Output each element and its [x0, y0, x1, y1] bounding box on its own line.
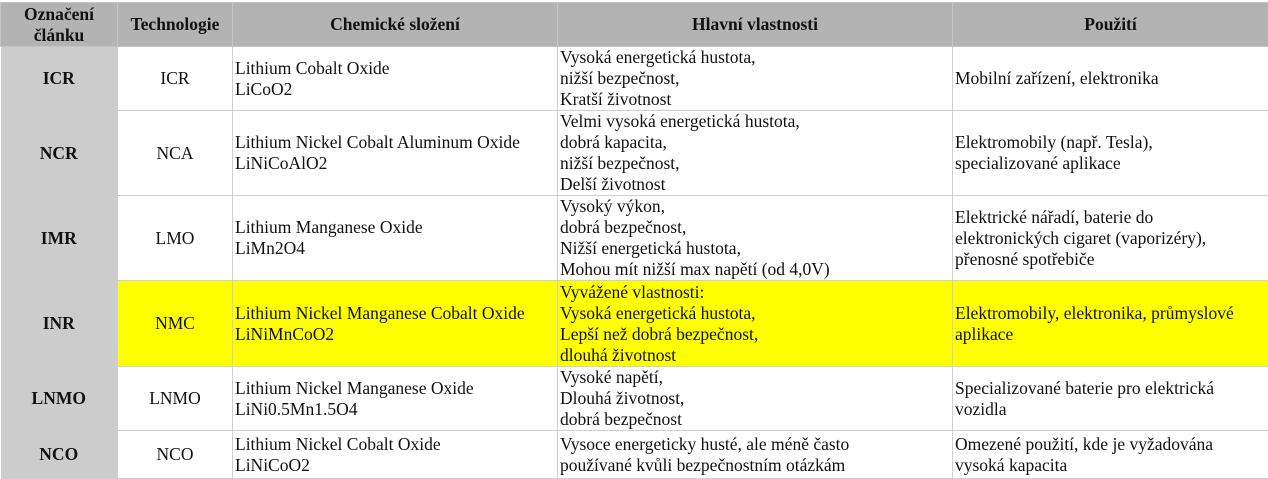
cell-line: Lithium Nickel Manganese Oxide: [235, 378, 555, 399]
cell-line: specializované aplikace: [955, 153, 1266, 174]
header-row: Označení článku Technologie Chemické slo…: [1, 3, 1268, 47]
cell-line: aplikace: [955, 324, 1266, 345]
cell-line: Lithium Nickel Cobalt Aluminum Oxide: [235, 132, 555, 153]
cell-line: nižší bezpečnost,: [560, 153, 950, 174]
cell-designation[interactable]: ICR: [1, 47, 118, 111]
cell-line: Lepší než dobrá bezpečnost,: [560, 324, 950, 345]
cell-line: Omezené použití, kde je vyžadována: [955, 434, 1266, 455]
cell-technology[interactable]: NMC: [118, 281, 233, 367]
cell-properties[interactable]: Vyvážené vlastnosti:Vysoká energetická h…: [558, 281, 953, 367]
cell-properties[interactable]: Vysoce energeticky husté, ale méně často…: [558, 431, 953, 479]
cell-line: Kratší životnost: [560, 89, 950, 110]
cell-line: Vysoká energetická hustota,: [560, 47, 950, 68]
cell-designation[interactable]: NCR: [1, 111, 118, 196]
cell-line: LiNiCoO2: [235, 455, 555, 476]
cell-line: Vyvážené vlastnosti:: [560, 282, 950, 303]
cell-designation[interactable]: IMR: [1, 196, 118, 281]
header-cell-properties: Hlavní vlastnosti: [558, 3, 953, 47]
cell-designation[interactable]: INR: [1, 281, 118, 367]
cell-line: Mohou mít nižší max napětí (od 4,0V): [560, 259, 950, 280]
header-cell-designation: Označení článku: [1, 3, 118, 47]
cell-line: Lithium Cobalt Oxide: [235, 58, 555, 79]
cell-properties[interactable]: Velmi vysoká energetická hustota,dobrá k…: [558, 111, 953, 196]
cell-line: LiNiMnCoO2: [235, 324, 555, 345]
cell-technology[interactable]: NCA: [118, 111, 233, 196]
cell-line: dobrá bezpečnost,: [560, 217, 950, 238]
cell-line: LiMn2O4: [235, 238, 555, 259]
cell-line: Mobilní zařízení, elektronika: [955, 68, 1266, 89]
cell-line: vozidla: [955, 399, 1266, 420]
cell-line: používané kvůli bezpečnostním otázkám: [560, 455, 950, 476]
cell-line: Elektromobily, elektronika, průmyslové: [955, 303, 1266, 324]
cell-technology[interactable]: NCO: [118, 431, 233, 479]
cell-usage[interactable]: Mobilní zařízení, elektronika: [953, 47, 1268, 111]
cell-properties[interactable]: Vysoká energetická hustota,nižší bezpečn…: [558, 47, 953, 111]
cell-line: dobrá bezpečnost: [560, 409, 950, 430]
cell-line: Dlouhá životnost,: [560, 388, 950, 409]
cell-line: Lithium Nickel Cobalt Oxide: [235, 434, 555, 455]
cell-line: Vysoká energetická hustota,: [560, 303, 950, 324]
header-cell-technology: Technologie: [118, 3, 233, 47]
cell-properties[interactable]: Vysoký výkon,dobrá bezpečnost,Nižší ener…: [558, 196, 953, 281]
cell-line: Elektromobily (např. Tesla),: [955, 132, 1266, 153]
cell-technology[interactable]: LNMO: [118, 367, 233, 431]
cell-line: Delší životnost: [560, 174, 950, 195]
header-cell-usage: Použití: [953, 3, 1268, 47]
cell-line: Velmi vysoká energetická hustota,: [560, 111, 950, 132]
cell-usage[interactable]: Elektromobily (např. Tesla),specializova…: [953, 111, 1268, 196]
cell-line: LiNiCoAlO2: [235, 153, 555, 174]
cell-line: Specializované baterie pro elektrická: [955, 378, 1266, 399]
cell-line: Lithium Nickel Manganese Cobalt Oxide: [235, 303, 555, 324]
cell-line: Vysoce energeticky husté, ale méně často: [560, 434, 950, 455]
cell-line: přenosné spotřebiče: [955, 249, 1266, 270]
cell-line: Vysoké napětí,: [560, 367, 950, 388]
cell-line: vysoká kapacita: [955, 455, 1266, 476]
cell-properties[interactable]: Vysoké napětí,Dlouhá životnost,dobrá bez…: [558, 367, 953, 431]
cell-designation[interactable]: NCO: [1, 431, 118, 479]
cell-line: Lithium Manganese Oxide: [235, 217, 555, 238]
cell-technology[interactable]: ICR: [118, 47, 233, 111]
cell-line: LiNi0.5Mn1.5O4: [235, 399, 555, 420]
header-cell-chemistry: Chemické složení: [233, 3, 558, 47]
cell-line: Elektrické nářadí, baterie do: [955, 207, 1266, 228]
cell-technology[interactable]: LMO: [118, 196, 233, 281]
cell-line: nižší bezpečnost,: [560, 68, 950, 89]
cell-designation[interactable]: LNMO: [1, 367, 118, 431]
cell-line: Nižší energetická hustota,: [560, 238, 950, 259]
cell-line: dlouhá životnost: [560, 345, 950, 366]
cell-line: dobrá kapacita,: [560, 132, 950, 153]
cell-line: LiCoO2: [235, 79, 555, 100]
cell-line: elektronických cigaret (vaporizéry),: [955, 228, 1266, 249]
cell-line: Vysoký výkon,: [560, 196, 950, 217]
